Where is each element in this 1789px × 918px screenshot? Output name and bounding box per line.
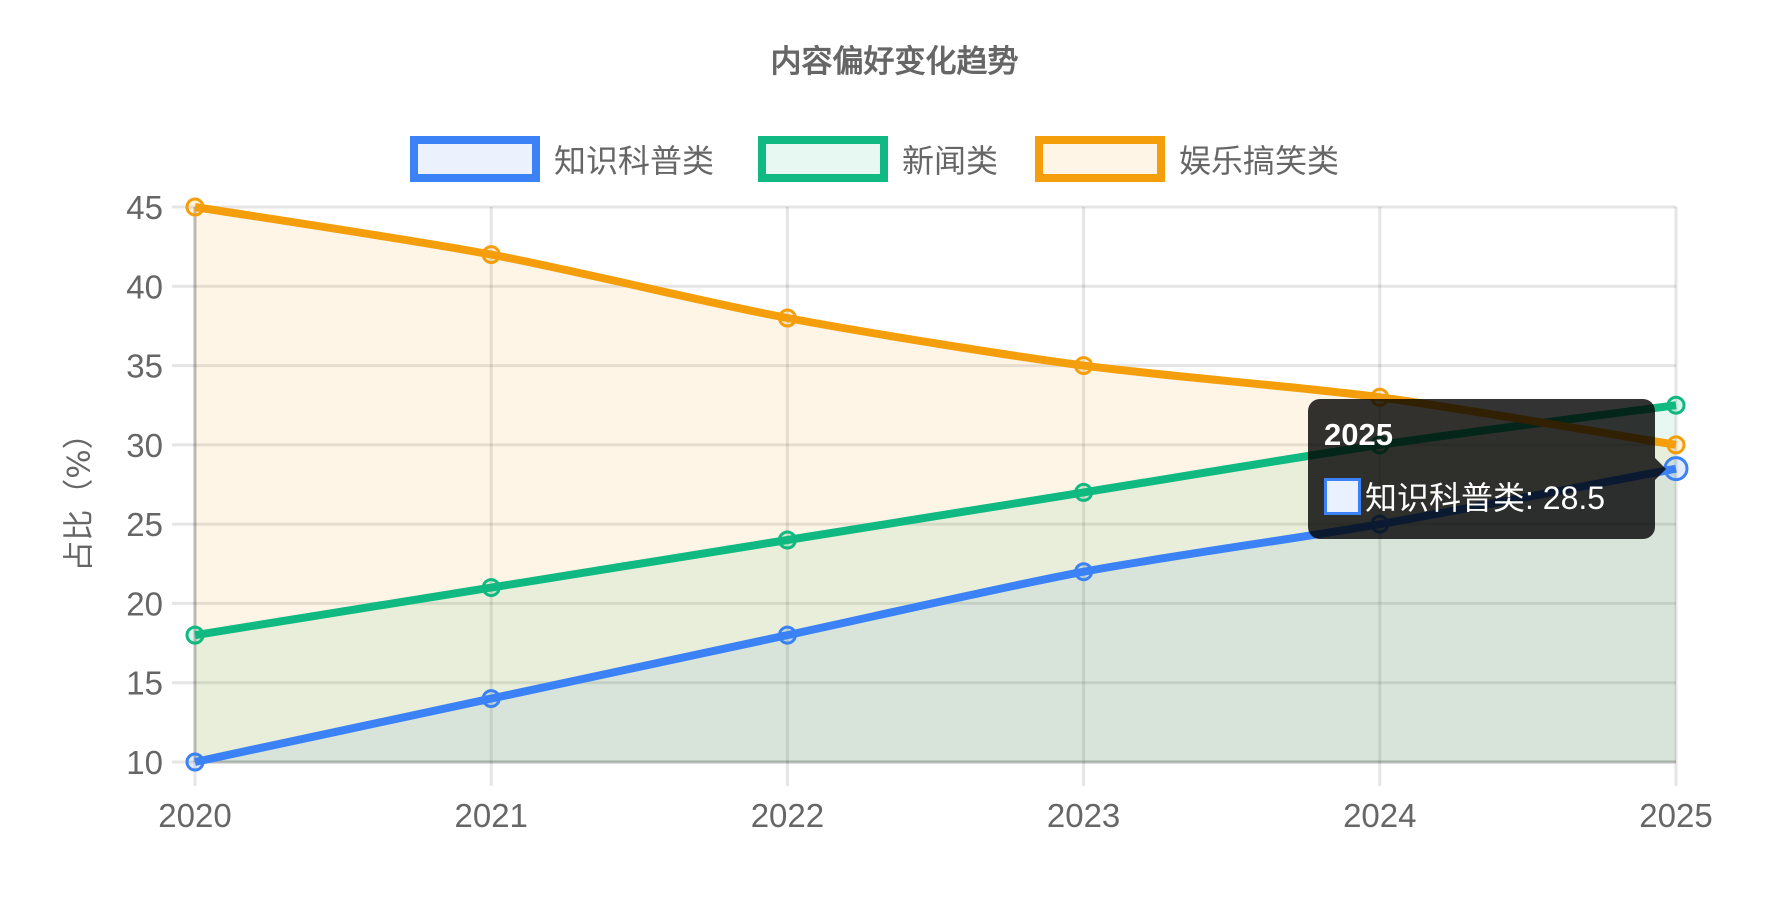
x-tick-label: 2022 bbox=[751, 797, 824, 834]
x-tick-label: 2023 bbox=[1047, 797, 1120, 834]
legend-item-knowledge[interactable]: 知识科普类 bbox=[410, 136, 714, 182]
legend-label-news: 新闻类 bbox=[902, 142, 999, 180]
data-point-entertainment[interactable] bbox=[1074, 356, 1094, 376]
tooltip-color-swatch bbox=[1324, 477, 1361, 515]
y-tick-label: 35 bbox=[126, 348, 163, 385]
legend-item-entertainment[interactable]: 娱乐搞笑类 bbox=[1035, 136, 1339, 182]
y-tick-label: 20 bbox=[126, 585, 163, 622]
y-tick-label: 30 bbox=[126, 427, 163, 464]
y-tick-label: 10 bbox=[126, 744, 163, 781]
y-tick-label: 45 bbox=[126, 189, 163, 226]
area-fill-entertainment bbox=[195, 207, 1676, 762]
chart-title: 内容偏好变化趋势 bbox=[770, 44, 1019, 80]
x-tick-label: 2025 bbox=[1639, 797, 1712, 834]
tooltip-row: 知识科普类: 28.5 bbox=[1324, 473, 1639, 519]
data-point-news[interactable] bbox=[1666, 395, 1686, 415]
data-point-news[interactable] bbox=[1074, 482, 1094, 502]
legend-swatch-entertainment bbox=[1035, 136, 1165, 182]
data-point-knowledge[interactable] bbox=[185, 752, 205, 772]
data-point-entertainment[interactable] bbox=[481, 245, 501, 265]
data-point-entertainment[interactable] bbox=[1666, 435, 1686, 455]
legend-label-knowledge: 知识科普类 bbox=[554, 142, 715, 180]
x-tick-label: 2020 bbox=[158, 797, 231, 834]
data-point-news[interactable] bbox=[481, 578, 501, 598]
y-axis-ticks: 10 15 20 25 30 35 40 45 bbox=[126, 189, 163, 781]
data-point-news[interactable] bbox=[777, 530, 797, 550]
x-axis-ticks: 2020 2021 2022 2023 2024 2025 bbox=[158, 797, 1712, 834]
data-point-knowledge[interactable] bbox=[481, 689, 501, 709]
data-point-entertainment[interactable] bbox=[185, 197, 205, 217]
data-point-knowledge[interactable] bbox=[777, 625, 797, 645]
data-point-knowledge[interactable] bbox=[1663, 456, 1689, 482]
legend-item-news[interactable]: 新闻类 bbox=[758, 136, 998, 182]
legend-swatch-knowledge bbox=[410, 136, 540, 182]
tooltip-title: 2025 bbox=[1324, 417, 1393, 452]
x-tick-label: 2021 bbox=[454, 797, 527, 834]
series-fills bbox=[195, 207, 1676, 762]
data-point-news[interactable] bbox=[185, 625, 205, 645]
y-tick-label: 40 bbox=[126, 268, 163, 305]
data-point-knowledge[interactable] bbox=[1074, 562, 1094, 582]
x-tick-label: 2024 bbox=[1343, 797, 1416, 834]
tooltip-caret bbox=[1655, 458, 1666, 480]
tooltip: 2025 知识科普类: 28.5 bbox=[1308, 399, 1655, 539]
y-tick-label: 25 bbox=[126, 506, 163, 543]
tooltip-label: 知识科普类: 28.5 bbox=[1365, 480, 1606, 516]
legend-swatch-news bbox=[758, 136, 888, 182]
data-point-entertainment[interactable] bbox=[777, 308, 797, 328]
legend-label-entertainment: 娱乐搞笑类 bbox=[1179, 142, 1340, 180]
legend: 知识科普类 新闻类 娱乐搞笑类 bbox=[0, 136, 1789, 182]
area-fill-news bbox=[195, 405, 1676, 762]
area-fill-knowledge bbox=[195, 468, 1676, 762]
y-tick-label: 15 bbox=[126, 665, 163, 702]
